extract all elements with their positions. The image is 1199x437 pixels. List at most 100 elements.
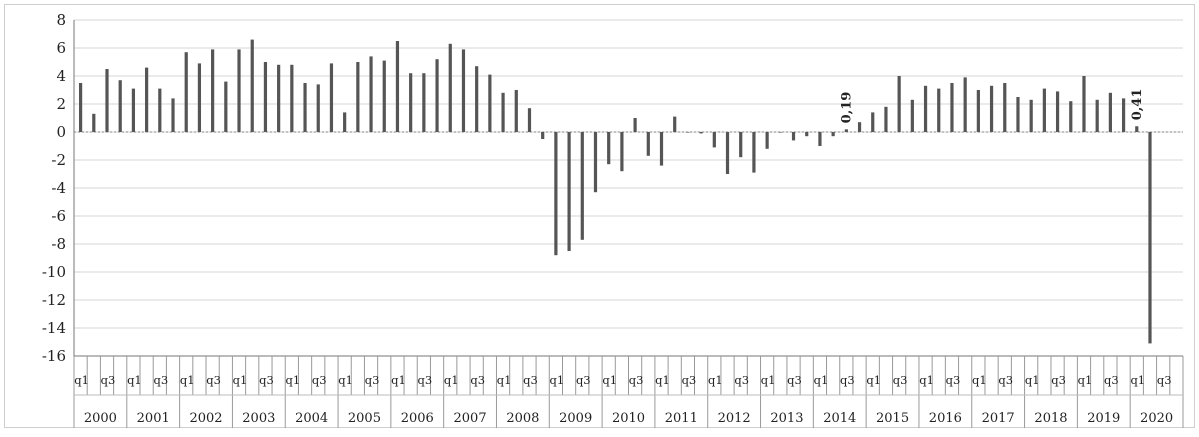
bar [343, 112, 347, 132]
bar [290, 64, 294, 132]
bar [910, 99, 914, 132]
quarter-label: q1 [550, 373, 565, 387]
y-tick-label: 6 [56, 39, 66, 57]
quarter-label: q1 [444, 373, 459, 387]
bar [329, 63, 334, 132]
bar [673, 116, 677, 132]
bar [316, 84, 320, 132]
bar [197, 63, 202, 132]
bar [976, 90, 980, 132]
quarter-label: q1 [761, 373, 776, 387]
quarter-label: q3 [946, 373, 961, 387]
bar [778, 132, 782, 133]
bar [184, 52, 188, 133]
bar [409, 73, 413, 132]
quarter-label: q3 [153, 373, 168, 387]
bar [659, 132, 664, 166]
year-label: 2003 [242, 411, 275, 426]
bar [1016, 97, 1020, 132]
bar [963, 77, 967, 132]
year-label: 2006 [401, 411, 434, 426]
bar [580, 132, 584, 240]
year-label: 2004 [295, 411, 328, 426]
quarter-label: q1 [285, 373, 300, 387]
quarter-label: q1 [1130, 373, 1145, 387]
y-tick-label: 4 [56, 67, 66, 85]
bar [263, 62, 268, 132]
bar [369, 56, 373, 132]
year-label: 2015 [876, 411, 909, 426]
bar [1135, 126, 1139, 132]
y-tick-label: -8 [51, 235, 66, 253]
bar [118, 80, 122, 132]
bar [1148, 132, 1152, 344]
quarter-label: q3 [787, 373, 802, 387]
bar [1069, 101, 1073, 132]
year-label: 2008 [506, 411, 539, 426]
quarter-label: q3 [734, 373, 749, 387]
bar [422, 73, 426, 132]
year-label: 2020 [1140, 411, 1173, 426]
bar [1095, 99, 1099, 132]
quarter-label: q1 [1078, 373, 1093, 387]
bar [791, 132, 796, 141]
quarter-label: q3 [312, 373, 327, 387]
bar [725, 132, 730, 174]
bar [593, 132, 598, 193]
bar [435, 59, 439, 133]
year-label: 2001 [137, 411, 170, 426]
bar [395, 41, 400, 132]
quarter-label: q1 [602, 373, 617, 387]
quarter-label: q1 [655, 373, 670, 387]
quarter-label: q3 [682, 373, 697, 387]
quarter-label: q3 [1051, 373, 1066, 387]
bar [884, 106, 888, 132]
bar [1029, 99, 1033, 132]
bar [92, 113, 96, 132]
year-label: 2018 [1034, 411, 1067, 426]
year-label: 2007 [454, 411, 487, 426]
bar [237, 49, 241, 132]
bar [171, 98, 175, 132]
year-label: 2011 [665, 411, 698, 426]
quarter-label: q3 [629, 373, 644, 387]
bar [937, 88, 941, 132]
bar [1003, 83, 1007, 132]
bar [554, 132, 558, 256]
quarter-label: q1 [919, 373, 934, 387]
quarter-label: q3 [1104, 373, 1119, 387]
year-label: 2014 [823, 411, 856, 426]
bar [871, 112, 875, 132]
y-tick-label: -4 [51, 179, 66, 197]
quarter-label: q3 [893, 373, 908, 387]
bar [607, 132, 611, 165]
quarter-label: q3 [523, 373, 538, 387]
quarter-label: q1 [972, 373, 987, 387]
year-label: 2010 [612, 411, 645, 426]
bar [752, 132, 756, 173]
bar [488, 74, 492, 132]
y-tick-label: -2 [51, 151, 66, 169]
bar [158, 88, 162, 132]
quarter-label: q1 [814, 373, 829, 387]
y-tick-label: 2 [56, 95, 66, 113]
y-tick-label: -16 [42, 347, 66, 365]
y-tick-label: -12 [42, 291, 66, 309]
y-tick-label: -10 [42, 263, 66, 281]
bar [356, 62, 360, 132]
bar [989, 85, 994, 132]
bar [712, 132, 716, 148]
bar [145, 67, 149, 132]
quarter-label: q1 [391, 373, 406, 387]
bar [765, 132, 769, 149]
bar [1121, 98, 1126, 132]
bar [303, 83, 307, 132]
year-label: 2017 [982, 411, 1015, 426]
data-label: 0,41 [1130, 89, 1145, 121]
y-tick-label: 0 [56, 123, 66, 141]
chart-frame [4, 4, 1195, 428]
bar [131, 88, 136, 132]
y-tick-label: 8 [56, 11, 66, 29]
bar [805, 132, 809, 137]
year-label: 2012 [718, 411, 751, 426]
